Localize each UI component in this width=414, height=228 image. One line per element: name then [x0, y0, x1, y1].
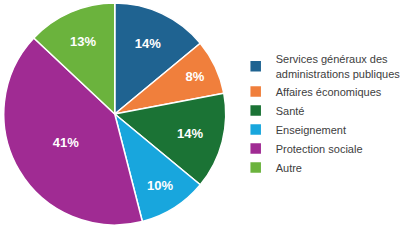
svg-text:Affaires économiques: Affaires économiques: [276, 86, 382, 98]
svg-text:13%: 13%: [70, 34, 96, 49]
svg-text:14%: 14%: [135, 36, 161, 51]
svg-text:10%: 10%: [147, 178, 173, 193]
svg-text:Services généraux desadministr: Services généraux desadministrations pub…: [276, 53, 401, 79]
svg-text:Autre: Autre: [276, 162, 302, 174]
svg-text:8%: 8%: [186, 69, 205, 84]
svg-text:14%: 14%: [177, 126, 203, 141]
svg-text:Santé: Santé: [276, 105, 305, 117]
svg-text:41%: 41%: [53, 135, 79, 150]
svg-text:Protection sociale: Protection sociale: [276, 143, 363, 155]
svg-text:Enseignement: Enseignement: [276, 124, 346, 136]
